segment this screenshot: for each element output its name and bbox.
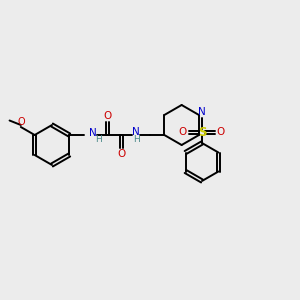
Text: N: N xyxy=(132,127,140,137)
Text: H: H xyxy=(95,134,102,143)
Text: O: O xyxy=(17,117,25,127)
Text: S: S xyxy=(198,125,206,139)
Text: O: O xyxy=(103,111,111,121)
Text: O: O xyxy=(179,127,187,137)
Text: O: O xyxy=(117,149,125,159)
Text: H: H xyxy=(133,136,140,145)
Text: N: N xyxy=(89,128,97,138)
Text: O: O xyxy=(217,127,225,137)
Text: N: N xyxy=(198,107,206,117)
